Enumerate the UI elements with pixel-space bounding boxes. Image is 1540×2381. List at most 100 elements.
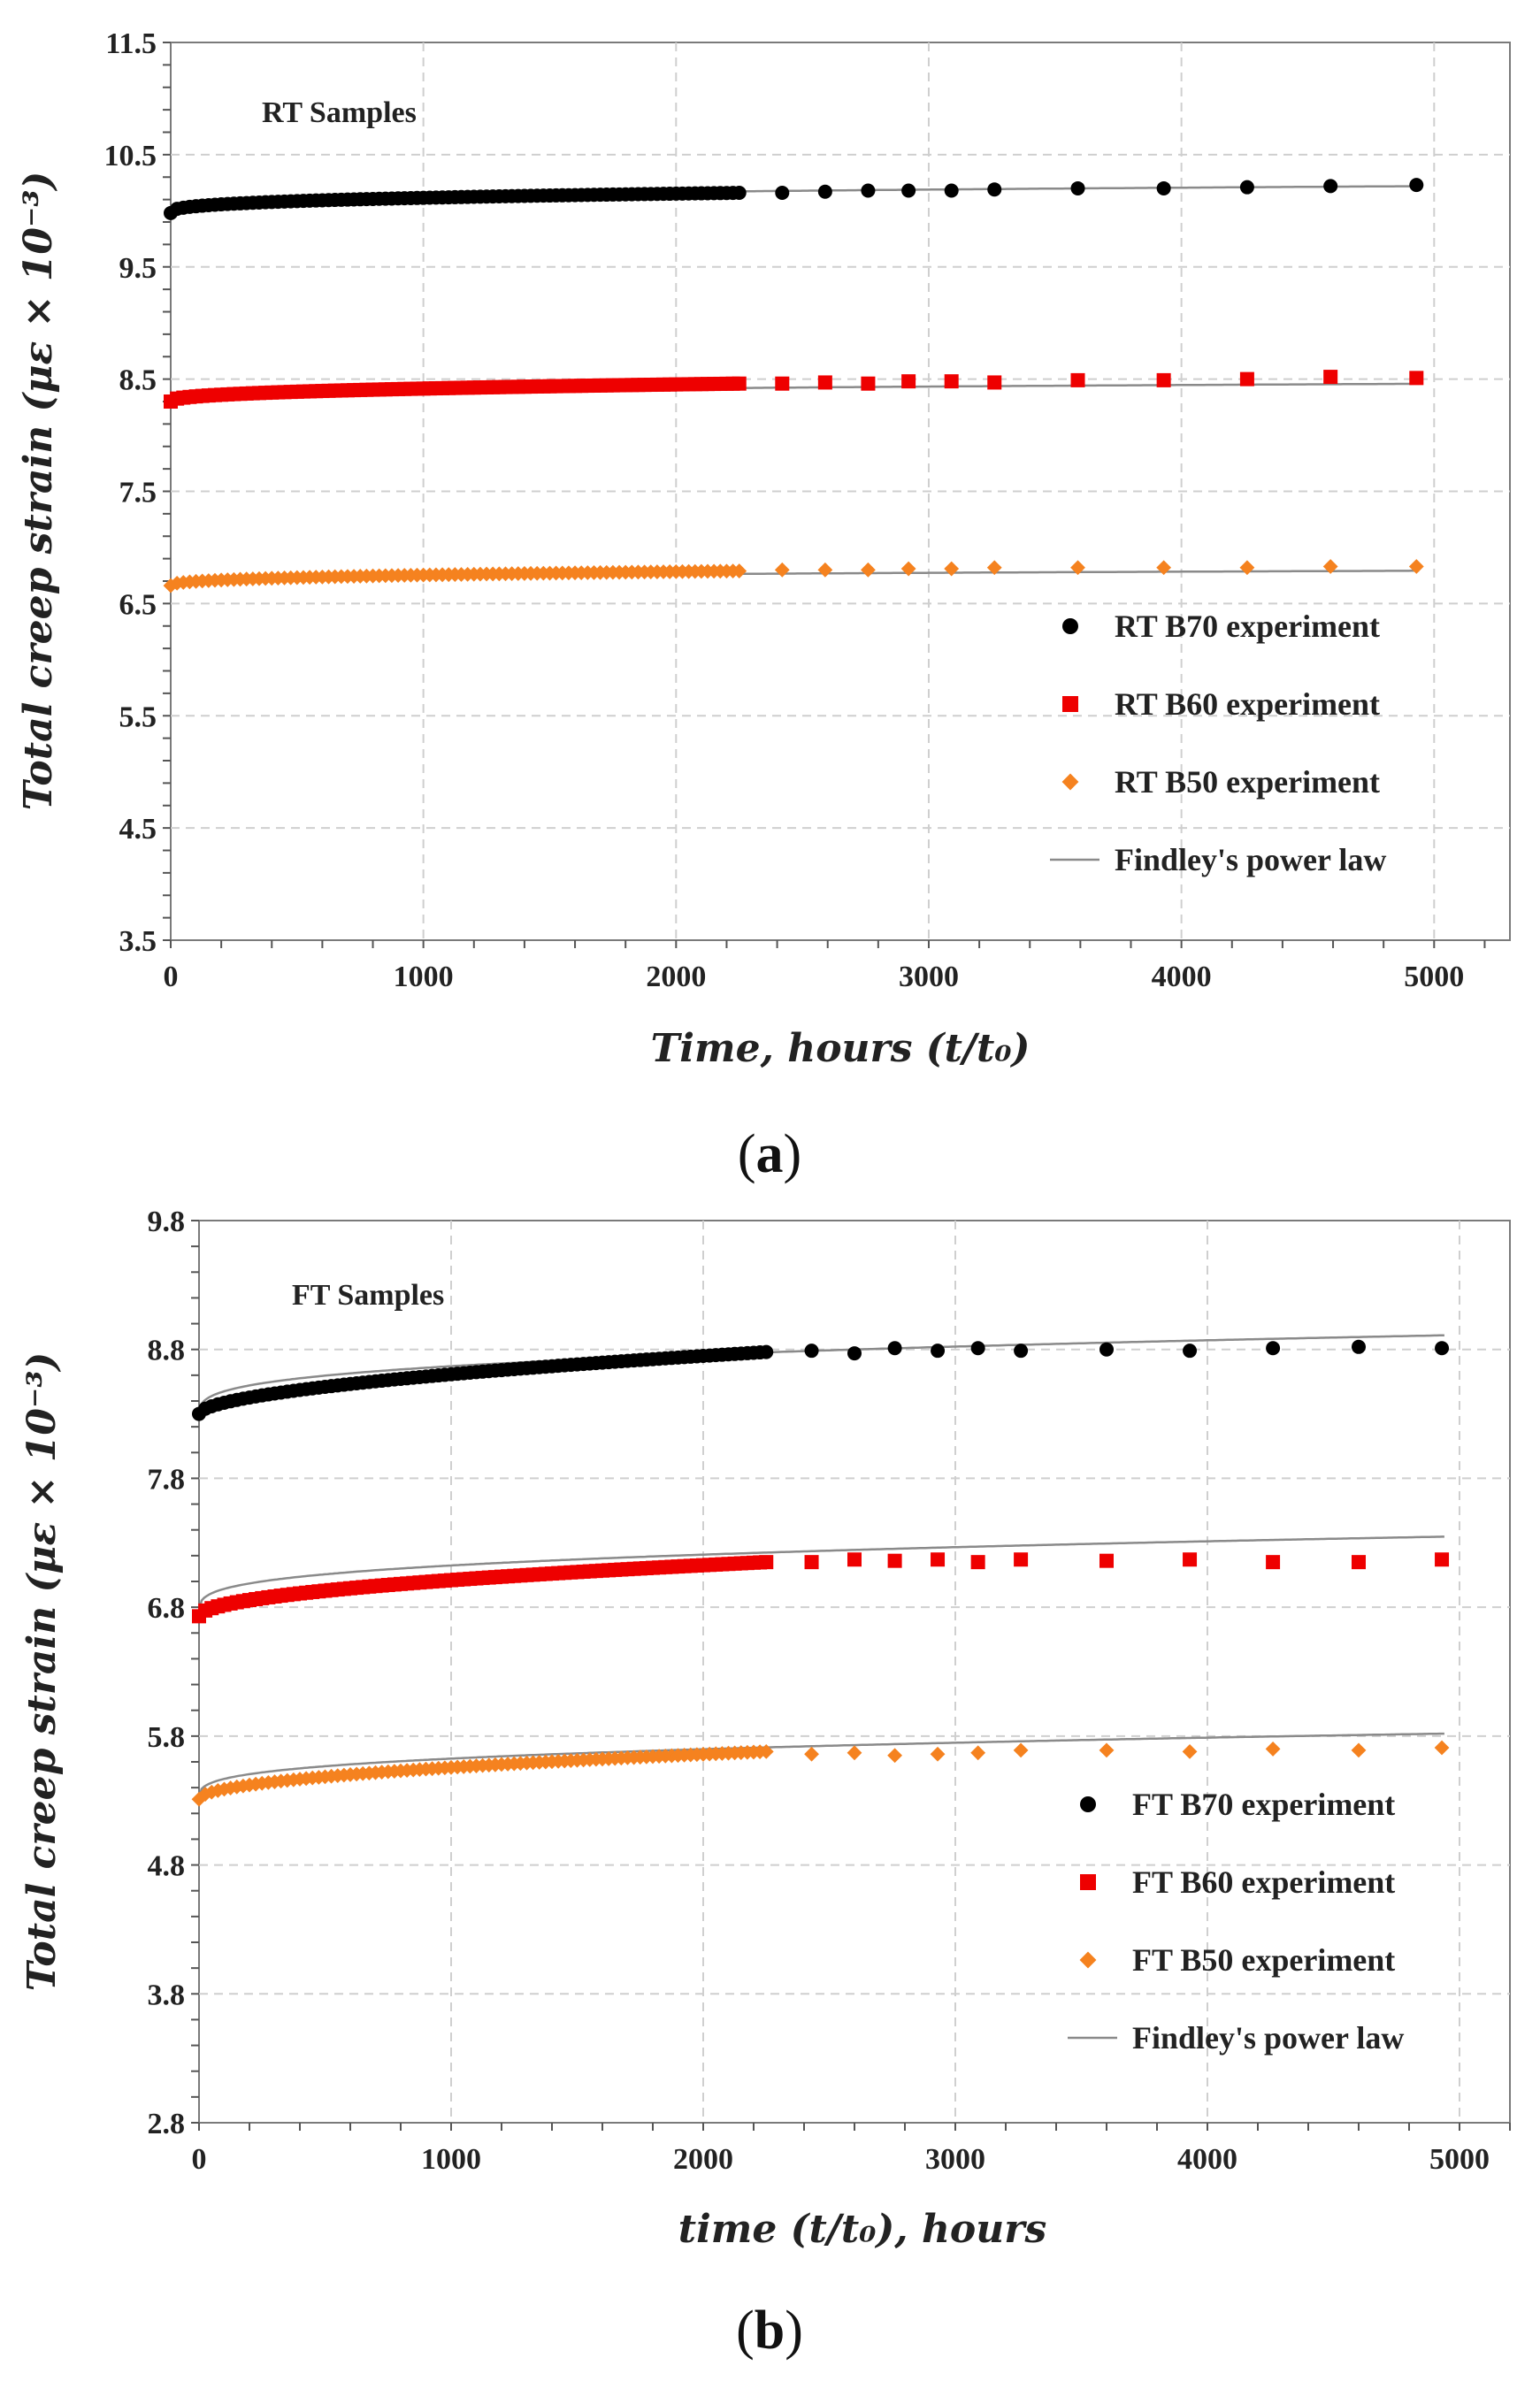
legend-label: FT B50 experiment: [1132, 1942, 1395, 1978]
y-tick-label: 6.5: [119, 588, 157, 621]
rt-b70-experiment-point: [901, 183, 916, 198]
rt-b50-experiment-point: [900, 561, 916, 577]
x-tick-label: 2000: [646, 961, 706, 993]
rt-b70-experiment-point: [817, 184, 832, 199]
ft-b50-experiment-point: [217, 1781, 232, 1797]
rt-b60-experiment-point: [1070, 372, 1085, 387]
rt-b50-experiment-point: [1070, 560, 1085, 576]
ft-b50-experiment-point: [970, 1745, 986, 1761]
legend-marker: [1062, 618, 1078, 634]
ft-b50-experiment-point: [1434, 1740, 1450, 1756]
rt-b70-experiment-point: [1156, 180, 1171, 195]
ft-b60-experiment-point: [759, 1555, 774, 1570]
panel-b-gridlines: [199, 1221, 1510, 2123]
rt-b60-experiment-point: [861, 376, 876, 391]
x-tick-label: 5000: [1404, 961, 1464, 993]
y-tick-label: 7.8: [148, 1463, 186, 1496]
ft-b70-experiment-point: [1014, 1344, 1029, 1359]
y-tick-label: 8.8: [148, 1335, 186, 1367]
legend-label: Findley's power law: [1132, 2020, 1404, 2056]
ft-b60-experiment-point: [1435, 1552, 1450, 1567]
findley-fit-line: [197, 1535, 1444, 1613]
x-tick-label: 2000: [673, 2143, 733, 2176]
ft-b50-experiment-point: [887, 1748, 902, 1764]
legend-label: RT B70 experiment: [1115, 609, 1380, 644]
panel-b-data-points: [191, 1339, 1450, 1807]
legend-label: FT B60 experiment: [1132, 1864, 1395, 1900]
ft-b70-experiment-point: [759, 1344, 774, 1359]
ft-b60-experiment-point: [1183, 1552, 1198, 1567]
x-tick-label: 1000: [394, 961, 454, 993]
ft-b70-experiment-point: [847, 1346, 862, 1361]
y-tick-label: 9.5: [119, 252, 157, 285]
x-tick-label: 4000: [1152, 961, 1212, 993]
rt-b50-experiment-point: [944, 561, 960, 577]
x-tick-label: 3000: [899, 961, 959, 993]
x-tick-label: 5000: [1429, 2143, 1490, 2176]
y-tick-label: 4.5: [119, 813, 157, 846]
ft-b70-experiment-point: [970, 1341, 985, 1356]
panel-a-legend: RT B70 experiment RT B60 experiment RT B50…: [1050, 609, 1386, 877]
y-tick-label: 7.5: [119, 477, 157, 509]
y-tick-label: 3.8: [148, 1979, 186, 2011]
panel-b-y-axis-title: Total creep strain (με × 10⁻³): [19, 1352, 65, 1992]
ft-b70-experiment-point: [804, 1344, 819, 1359]
legend-marker: [1079, 1951, 1097, 1969]
ft-b50-experiment-point: [1013, 1742, 1029, 1758]
y-tick-label: 2.8: [148, 2108, 186, 2140]
ft-b50-experiment-point: [1265, 1742, 1281, 1757]
panel-b-annotation: FT Samples: [292, 1279, 444, 1312]
panel-b-caption: (b): [736, 2301, 803, 2361]
ft-b60-experiment-point: [970, 1555, 985, 1570]
panel-a-gridlines: [171, 42, 1510, 940]
rt-b70-experiment-point: [1409, 178, 1424, 193]
panel-b-x-tick-labels: 0 1000 2000 3000 4000 5000: [192, 2143, 1490, 2176]
rt-b60-experiment-point: [987, 375, 1002, 390]
panel-b-x-axis-title: time (t/t₀), hours: [678, 2207, 1046, 2252]
ft-b50-experiment-point: [804, 1746, 819, 1762]
ft-b60-experiment-point: [1266, 1555, 1281, 1570]
panel-a-data-points: [163, 178, 1424, 593]
panel-b-minor-ticks: [191, 1220, 1511, 2131]
rt-b70-experiment-point: [1239, 180, 1254, 195]
rt-b70-experiment-point: [861, 183, 876, 198]
x-tick-label: 3000: [925, 2143, 985, 2176]
ft-b60-experiment-point: [847, 1552, 862, 1567]
ft-b60-experiment-point: [1014, 1552, 1029, 1567]
rt-b50-experiment-point: [1322, 559, 1338, 574]
ft-b50-experiment-point: [1099, 1742, 1115, 1758]
rt-b70-experiment-point: [987, 182, 1002, 197]
legend-label: FT B70 experiment: [1132, 1787, 1395, 1822]
ft-b70-experiment-point: [1099, 1342, 1114, 1357]
rt-b70-experiment-point: [1070, 180, 1085, 195]
rt-b50-experiment-point: [1156, 560, 1172, 576]
y-tick-label: 8.5: [119, 364, 157, 397]
ft-b70-experiment-point: [1352, 1339, 1366, 1354]
panel-a-y-tick-labels: 3.5 4.5 5.5 6.5 7.5 8.5 9.5 10.5 11.5: [104, 27, 157, 958]
ft-b70-experiment-point: [1266, 1341, 1281, 1356]
legend-marker: [1061, 773, 1079, 791]
rt-b50-experiment-point: [817, 562, 833, 578]
rt-b60-experiment-point: [1239, 371, 1254, 387]
ft-b50-experiment-point: [847, 1745, 862, 1761]
rt-b60-experiment-point: [1409, 371, 1424, 386]
rt-b70-experiment-point: [1323, 179, 1338, 194]
x-tick-label: 0: [192, 2143, 207, 2176]
rt-b60-experiment-point: [775, 376, 790, 391]
ft-b70-experiment-point: [931, 1344, 946, 1359]
ft-b60-experiment-point: [887, 1553, 902, 1568]
panel-a-x-axis-title: Time, hours (t/t₀): [651, 1026, 1030, 1071]
y-tick-label: 5.5: [119, 701, 157, 733]
panel-b-legend: FT B70 experiment FT B60 experiment FT B50…: [1068, 1787, 1404, 2056]
findley-fit-line: [197, 1334, 1444, 1417]
legend-label: RT B60 experiment: [1115, 686, 1380, 722]
findley-fit-line: [197, 1732, 1444, 1800]
ft-b50-experiment-point: [197, 1787, 213, 1802]
ft-b50-experiment-point: [1182, 1743, 1198, 1759]
legend-label: Findley's power law: [1115, 842, 1386, 877]
panel-b-chart: 2.8 3.8 4.8 5.8 6.8 7.8 8.8 9.8 0 1000 2000 3000 40…: [19, 1206, 1511, 2361]
rt-b50-experiment-point: [1408, 559, 1424, 574]
rt-b50-experiment-point: [861, 562, 876, 578]
ft-b50-experiment-point: [930, 1746, 946, 1762]
rt-b50-experiment-point: [732, 563, 747, 578]
